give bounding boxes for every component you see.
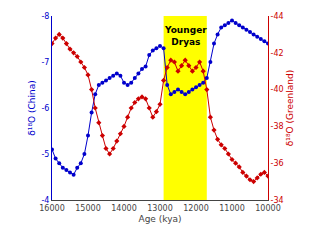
- svg-text:-7: -7: [41, 58, 49, 67]
- svg-text:Age (kya): Age (kya): [138, 214, 181, 224]
- svg-text:-40: -40: [271, 85, 284, 94]
- svg-text:-42: -42: [271, 49, 284, 58]
- svg-text:-34: -34: [271, 196, 284, 205]
- svg-text:11000: 11000: [219, 204, 244, 213]
- svg-text:-38: -38: [271, 122, 284, 131]
- svg-text:15000: 15000: [75, 204, 100, 213]
- svg-text:16000: 16000: [39, 204, 64, 213]
- svg-text:12000: 12000: [183, 204, 208, 213]
- svg-text:-6: -6: [41, 104, 49, 113]
- svg-text:YoungerDryas: YoungerDryas: [164, 25, 207, 47]
- svg-text:-4: -4: [41, 196, 49, 205]
- svg-text:δ¹⁸O (China): δ¹⁸O (China): [27, 80, 37, 135]
- svg-text:13000: 13000: [147, 204, 172, 213]
- svg-text:-5: -5: [41, 150, 49, 159]
- svg-text:δ¹⁸O (Greenland): δ¹⁸O (Greenland): [285, 70, 295, 146]
- svg-text:-8: -8: [41, 12, 49, 21]
- svg-text:14000: 14000: [111, 204, 136, 213]
- svg-text:-44: -44: [271, 12, 284, 21]
- svg-text:10000: 10000: [255, 204, 280, 213]
- svg-text:-36: -36: [271, 159, 284, 168]
